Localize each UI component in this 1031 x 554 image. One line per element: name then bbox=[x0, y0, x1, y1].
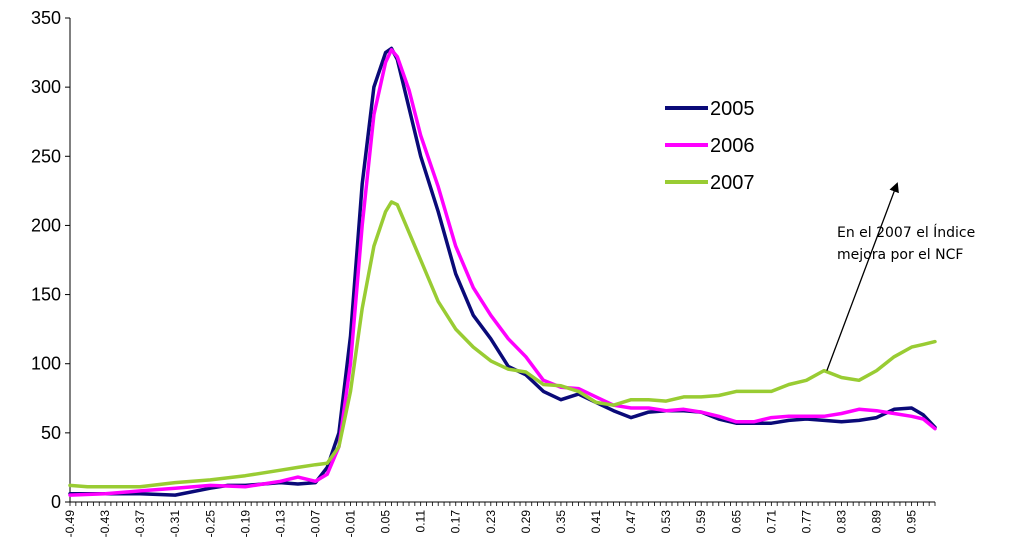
x-axis: -0.49 -0.43 -0.37 -0.31 -0.25 -0.19 -0.13 -0.07… bbox=[63, 501, 936, 538]
x-tick-label: 0.11 bbox=[414, 510, 428, 533]
x-tick-label: 0.17 bbox=[449, 510, 463, 534]
series-lines bbox=[68, 46, 937, 497]
y-tick-label: 250 bbox=[31, 146, 61, 166]
legend-label-2006: 2006 bbox=[710, 135, 755, 157]
x-tick-label: -0.13 bbox=[273, 510, 287, 538]
x-tick-label: 0.47 bbox=[624, 510, 638, 534]
annotation-text-line: mejora por el NCF bbox=[837, 247, 963, 263]
y-tick-label: 100 bbox=[31, 354, 61, 374]
y-tick-label: 300 bbox=[31, 77, 61, 97]
legend: 2005 2006 2007 bbox=[665, 98, 755, 194]
annotation: En el 2007 el Índice mejora por el NCF bbox=[826, 182, 975, 371]
x-tick-label: 0.05 bbox=[379, 510, 393, 534]
y-tick-label: 0 bbox=[51, 492, 61, 512]
x-tick-label: 0.41 bbox=[589, 510, 603, 534]
x-tick-label: -0.01 bbox=[344, 510, 358, 538]
x-tick-label: -0.19 bbox=[238, 510, 252, 538]
series-line-2007 bbox=[68, 200, 937, 489]
x-tick-label: 0.23 bbox=[484, 510, 498, 534]
x-tick-label: 0.29 bbox=[519, 510, 533, 534]
legend-label-2005: 2005 bbox=[710, 98, 755, 120]
y-tick-label: 50 bbox=[41, 423, 61, 443]
x-tick-label: -0.43 bbox=[98, 510, 112, 538]
x-tick-label: 0.35 bbox=[554, 510, 568, 534]
annotation-arrow bbox=[826, 182, 899, 371]
y-tick-label: 150 bbox=[31, 285, 61, 305]
x-tick-label: 0.65 bbox=[729, 510, 743, 534]
x-tick-label: 0.53 bbox=[659, 510, 673, 534]
y-axis: 0 50 100 150 200 250 300 350 bbox=[31, 8, 71, 512]
x-tick-label: 0.83 bbox=[834, 510, 848, 534]
x-tick-label: 0.89 bbox=[870, 510, 884, 534]
x-tick-label: 0.77 bbox=[799, 510, 813, 534]
annotation-text-line: En el 2007 el Índice bbox=[837, 224, 975, 241]
legend-label-2007: 2007 bbox=[710, 172, 755, 194]
x-tick-label: 0.95 bbox=[905, 510, 919, 534]
x-tick-label: -0.37 bbox=[133, 510, 147, 538]
x-tick-label: -0.25 bbox=[203, 510, 217, 538]
x-tick-label: -0.07 bbox=[308, 510, 322, 538]
x-tick-label: -0.31 bbox=[168, 510, 182, 538]
x-tick-label: 0.59 bbox=[694, 510, 708, 534]
x-tick-label: -0.49 bbox=[63, 510, 77, 538]
series-line-2005 bbox=[68, 46, 937, 497]
series-line-2006 bbox=[68, 48, 937, 497]
y-tick-label: 200 bbox=[31, 215, 61, 235]
y-tick-label: 350 bbox=[31, 8, 61, 28]
x-tick-label: 0.71 bbox=[764, 510, 778, 534]
